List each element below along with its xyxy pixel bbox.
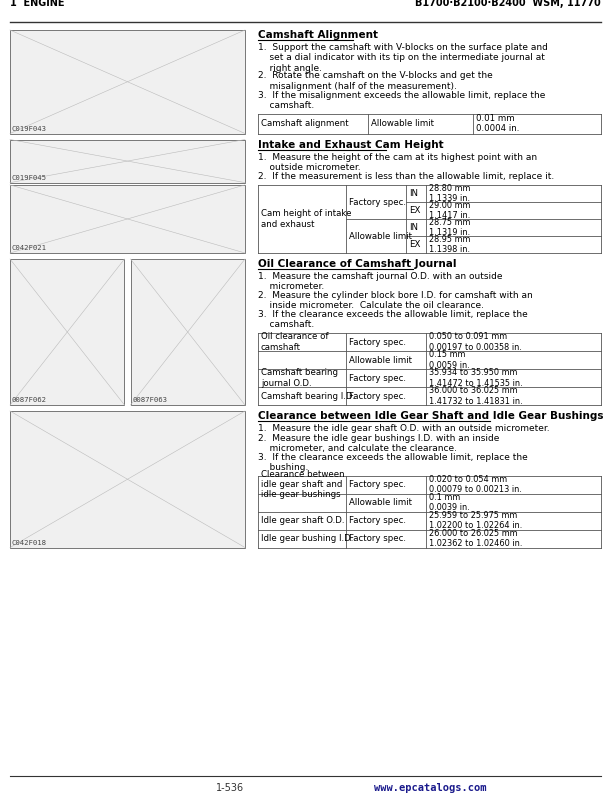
Bar xyxy=(10,411,245,548)
Text: 2.  Measure the idle gear bushings I.D. with an inside
    micrometer, and calcu: 2. Measure the idle gear bushings I.D. w… xyxy=(258,434,499,453)
Text: 26.000 to 26.025 mm
1.02362 to 1.02460 in.: 26.000 to 26.025 mm 1.02362 to 1.02460 i… xyxy=(429,529,522,548)
Text: Allowable limit: Allowable limit xyxy=(349,232,412,241)
Text: 3.  If the clearance exceeds the allowable limit, replace the
    bushing.: 3. If the clearance exceeds the allowabl… xyxy=(258,453,528,472)
Text: 0.1 mm
0.0039 in.: 0.1 mm 0.0039 in. xyxy=(429,493,470,512)
Text: EX: EX xyxy=(409,240,420,249)
Text: 25.959 to 25.975 mm
1.02200 to 1.02264 in.: 25.959 to 25.975 mm 1.02200 to 1.02264 i… xyxy=(429,511,522,530)
Text: Oil Clearance of Camshaft Journal: Oil Clearance of Camshaft Journal xyxy=(258,259,456,269)
Text: 3.  If the misalignment exceeds the allowable limit, replace the
    camshaft.: 3. If the misalignment exceeds the allow… xyxy=(258,91,546,110)
Bar xyxy=(10,185,245,253)
Text: 2.  Rotate the camshaft on the V-blocks and get the
    misalignment (half of th: 2. Rotate the camshaft on the V-blocks a… xyxy=(258,71,492,91)
Text: Clearance between
idle gear shaft and
idle gear bushings: Clearance between idle gear shaft and id… xyxy=(261,469,345,499)
Text: C042F021: C042F021 xyxy=(12,245,47,251)
Text: 36.000 to 36.025 mm
1.41732 to 1.41831 in.: 36.000 to 36.025 mm 1.41732 to 1.41831 i… xyxy=(429,387,522,406)
Text: 1.  Measure the camshaft journal O.D. with an outside
    micrometer.: 1. Measure the camshaft journal O.D. wit… xyxy=(258,272,502,291)
Text: 1.  Measure the height of the cam at its highest point with an
    outside micro: 1. Measure the height of the cam at its … xyxy=(258,152,537,172)
Text: Allowable limit: Allowable limit xyxy=(371,119,434,128)
Text: 0.020 to 0.054 mm
0.00079 to 0.00213 in.: 0.020 to 0.054 mm 0.00079 to 0.00213 in. xyxy=(429,475,522,494)
Text: Camshaft Alignment: Camshaft Alignment xyxy=(258,30,378,40)
Text: EX: EX xyxy=(409,206,420,215)
Text: Camshaft bearing I.D.: Camshaft bearing I.D. xyxy=(261,391,355,400)
Text: Factory spec.: Factory spec. xyxy=(349,337,406,346)
Text: Factory spec.: Factory spec. xyxy=(349,198,406,206)
Text: 28.95 mm
1.1398 in.: 28.95 mm 1.1398 in. xyxy=(429,235,470,254)
Text: Factory spec.: Factory spec. xyxy=(349,534,406,543)
Text: IN: IN xyxy=(409,189,418,198)
Text: Camshaft bearing
journal O.D.: Camshaft bearing journal O.D. xyxy=(261,368,338,387)
Text: Factory spec.: Factory spec. xyxy=(349,516,406,525)
Text: 1-536: 1-536 xyxy=(216,783,244,793)
Bar xyxy=(10,140,245,183)
Text: C042F018: C042F018 xyxy=(12,539,47,545)
Text: 28.75 mm
1.1319 in.: 28.75 mm 1.1319 in. xyxy=(429,218,470,237)
Bar xyxy=(10,259,125,405)
Text: Oil clearance of
camshaft: Oil clearance of camshaft xyxy=(261,333,329,352)
Text: Camshaft alignment: Camshaft alignment xyxy=(261,119,349,128)
Text: Idle gear shaft O.D.: Idle gear shaft O.D. xyxy=(261,516,345,525)
Text: Factory spec.: Factory spec. xyxy=(349,480,406,489)
Text: Allowable limit: Allowable limit xyxy=(349,498,412,507)
Text: 2.  Measure the cylinder block bore I.D. for camshaft with an
    inside microme: 2. Measure the cylinder block bore I.D. … xyxy=(258,291,533,310)
Text: 28.80 mm
1.1339 in.: 28.80 mm 1.1339 in. xyxy=(429,183,470,203)
Text: Factory spec.: Factory spec. xyxy=(349,373,406,383)
Text: Factory spec.: Factory spec. xyxy=(349,391,406,400)
Text: 35.934 to 35.950 mm
1.41472 to 1.41535 in.: 35.934 to 35.950 mm 1.41472 to 1.41535 i… xyxy=(429,368,522,387)
Text: B1700·B2100·B2400  WSM, 11770: B1700·B2100·B2400 WSM, 11770 xyxy=(415,0,601,8)
Text: 1  ENGINE: 1 ENGINE xyxy=(10,0,65,8)
Text: 0.15 mm
0.0059 in.: 0.15 mm 0.0059 in. xyxy=(429,350,470,370)
Text: 0087F062: 0087F062 xyxy=(12,397,47,403)
Text: www.epcatalogs.com: www.epcatalogs.com xyxy=(374,783,486,793)
Text: C019F045: C019F045 xyxy=(12,175,47,180)
Text: C019F043: C019F043 xyxy=(12,125,47,132)
Text: 0.01 mm
0.0004 in.: 0.01 mm 0.0004 in. xyxy=(476,114,519,133)
Bar xyxy=(131,259,245,405)
Text: 0.050 to 0.091 mm
0.00197 to 0.00358 in.: 0.050 to 0.091 mm 0.00197 to 0.00358 in. xyxy=(429,333,522,352)
Text: Allowable limit: Allowable limit xyxy=(349,356,412,364)
Text: 0087F063: 0087F063 xyxy=(133,397,167,403)
Bar xyxy=(10,30,245,133)
Text: 1.  Support the camshaft with V-blocks on the surface plate and
    set a dial i: 1. Support the camshaft with V-blocks on… xyxy=(258,43,548,73)
Text: Cam height of intake
and exhaust: Cam height of intake and exhaust xyxy=(261,210,351,229)
Text: 29.00 mm
1.1417 in.: 29.00 mm 1.1417 in. xyxy=(429,201,470,220)
Text: Intake and Exhaust Cam Height: Intake and Exhaust Cam Height xyxy=(258,140,444,149)
Text: Idle gear bushing I.D.: Idle gear bushing I.D. xyxy=(261,534,353,543)
Text: 3.  If the clearance exceeds the allowable limit, replace the
    camshaft.: 3. If the clearance exceeds the allowabl… xyxy=(258,310,528,330)
Text: IN: IN xyxy=(409,223,418,232)
Text: 2.  If the measurement is less than the allowable limit, replace it.: 2. If the measurement is less than the a… xyxy=(258,172,554,180)
Text: 1.  Measure the idle gear shaft O.D. with an outside micrometer.: 1. Measure the idle gear shaft O.D. with… xyxy=(258,424,550,433)
Text: Clearance between Idle Gear Shaft and Idle Gear Bushings: Clearance between Idle Gear Shaft and Id… xyxy=(258,411,604,421)
